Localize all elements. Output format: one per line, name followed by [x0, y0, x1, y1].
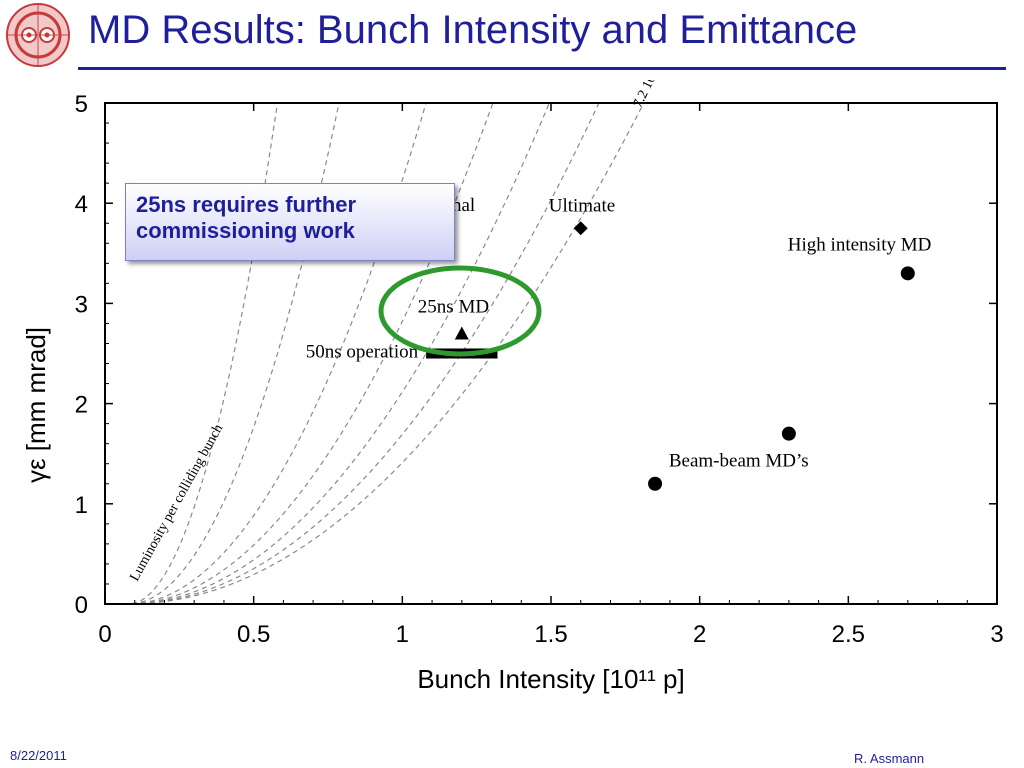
x-tick-label: 2.5: [832, 621, 865, 648]
y-tick-label: 3: [75, 291, 88, 318]
25ns-md-highlight-ring: [378, 265, 542, 357]
region-label: 50ns operation: [306, 341, 419, 362]
contour-label: 7.2 10³⁰ cm⁻² s⁻¹: [631, 80, 687, 110]
luminosity-contour: [105, 103, 645, 604]
x-tick-label: 0: [98, 621, 111, 648]
luminosity-contour: [105, 103, 600, 604]
slide-title: MD Results: Bunch Intensity and Emittanc…: [88, 8, 858, 52]
y-axis-label: γε [mm mrad]: [21, 327, 51, 483]
x-tick-label: 2: [693, 621, 706, 648]
footer-author: R. Assmann: [854, 751, 925, 766]
data-point-diamond: [573, 221, 588, 236]
data-point-circle: [900, 266, 915, 281]
data-point-circle: [648, 476, 663, 491]
x-tick-label: 3: [990, 621, 1003, 648]
x-tick-label: 1.5: [534, 621, 567, 648]
data-point-label: 25ns MD: [418, 296, 489, 317]
luminosity-contour: [105, 103, 550, 604]
title-divider: [78, 67, 1006, 70]
partial-nominal-label: nal: [452, 195, 475, 216]
y-tick-label: 2: [75, 392, 88, 419]
data-point-label: High intensity MD: [788, 234, 932, 255]
x-tick-label: 1: [396, 621, 409, 648]
data-point-triangle: [454, 326, 469, 340]
data-point-label: Beam-beam MD’s: [669, 451, 809, 472]
callout-text: 25ns requires further commissioning work: [136, 192, 357, 244]
x-axis-label: Bunch Intensity [10¹¹ p]: [417, 664, 684, 694]
plot-frame: [104, 102, 998, 605]
luminosity-contour: [105, 103, 427, 604]
y-tick-label: 5: [75, 91, 88, 118]
y-tick-label: 0: [75, 592, 88, 619]
footer-date: 8/22/2011: [10, 748, 67, 763]
lhc-logo-icon: [6, 3, 70, 67]
luminosity-contour: [105, 103, 279, 604]
data-point-circle: [781, 426, 796, 441]
data-point-label: Ultimate: [549, 195, 615, 216]
y-tick-label: 1: [75, 492, 88, 519]
contour-axis-label: Luminosity per colliding bunch: [127, 422, 226, 584]
x-tick-label: 0.5: [237, 621, 270, 648]
callout-box: 25ns requires further commissioning work: [125, 183, 455, 261]
luminosity-contour: [105, 103, 340, 604]
luminosity-contour: [105, 103, 494, 604]
emittance-vs-intensity-chart: 0.6 10³⁰ cm⁻² s⁻¹1.2 10³⁰ cm⁻² s⁻¹2.4 10…: [21, 80, 1004, 694]
y-tick-label: 4: [75, 191, 88, 218]
